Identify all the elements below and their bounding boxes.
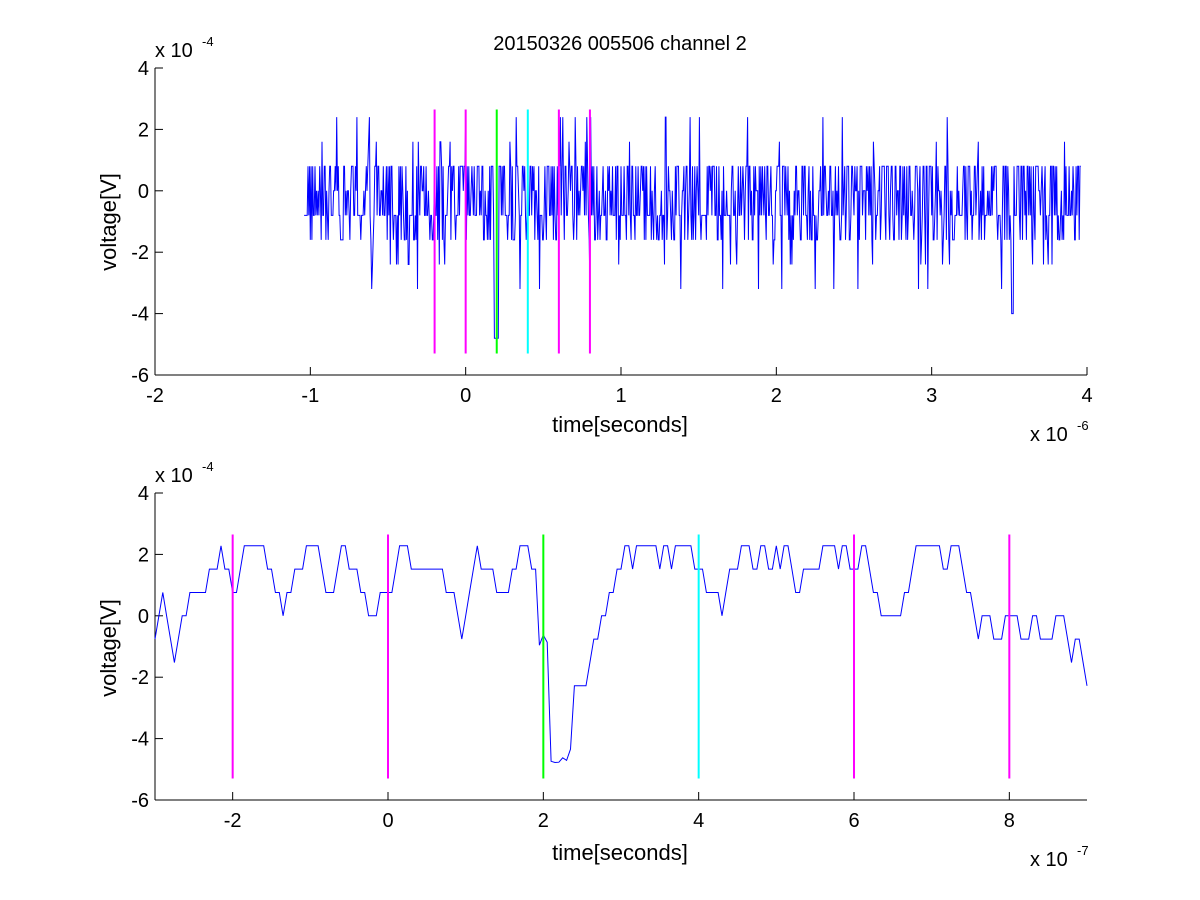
bottom-x-axis-label: time[seconds] xyxy=(552,840,688,865)
bottom-y-exponent-base: x 10 xyxy=(155,465,193,487)
bottom-subplot: -2 0 2 4 6 8 -6 -4 -2 0 2 4 x 10 -4 x 10 -7 time[se… xyxy=(96,459,1089,871)
bottom-y-tick-label: -6 xyxy=(131,790,149,812)
top-y-tick-label: -2 xyxy=(131,242,149,264)
bottom-y-tick-label: -4 xyxy=(131,729,149,751)
top-y-tick-label: -6 xyxy=(131,365,149,387)
top-x-tick-label: 1 xyxy=(615,385,626,407)
bottom-x-tick-label: 2 xyxy=(538,810,549,832)
figure-title: 20150326 005506 channel 2 xyxy=(493,33,747,55)
top-x-tick-label: 2 xyxy=(771,385,782,407)
top-x-tick-label: 3 xyxy=(926,385,937,407)
bottom-y-tick-label: 4 xyxy=(138,483,149,505)
top-signal-line xyxy=(304,116,1081,339)
top-y-exponent-power: -4 xyxy=(202,34,214,49)
top-x-axis-label: time[seconds] xyxy=(552,412,688,437)
bottom-y-exponent-power: -4 xyxy=(202,459,214,474)
top-y-tick-label: -4 xyxy=(131,304,149,326)
bottom-plot-area: -2 0 2 4 6 8 -6 -4 -2 0 2 4 xyxy=(131,483,1088,832)
top-x-tick-label: 4 xyxy=(1081,385,1092,407)
bottom-x-exponent-power: -7 xyxy=(1077,843,1089,858)
top-y-axis-label: voltage[V] xyxy=(96,173,121,271)
top-x-tick-label: -1 xyxy=(301,385,319,407)
top-y-tick-label: 4 xyxy=(138,58,149,80)
top-x-tick-label: -2 xyxy=(146,385,164,407)
bottom-x-exponent-base: x 10 xyxy=(1030,849,1068,871)
bottom-y-tick-label: 2 xyxy=(138,544,149,566)
top-x-tick-label: 0 xyxy=(460,385,471,407)
bottom-signal-line xyxy=(154,545,1088,764)
bottom-y-axis-label: voltage[V] xyxy=(96,599,121,697)
bottom-x-tick-label: 6 xyxy=(848,810,859,832)
bottom-y-tick-label: -2 xyxy=(131,667,149,689)
top-subplot: -2 -1 0 1 2 3 4 -6 -4 -2 0 2 4 x 10 -4 x 10 -6 time[… xyxy=(96,34,1093,446)
bottom-x-tick-label: 4 xyxy=(693,810,704,832)
top-y-tick-label: 2 xyxy=(138,119,149,141)
bottom-x-tick-label: 8 xyxy=(1004,810,1015,832)
bottom-x-tick-label: 0 xyxy=(382,810,393,832)
top-y-tick-label: 0 xyxy=(138,181,149,203)
top-y-exponent-base: x 10 xyxy=(155,40,193,62)
top-x-exponent-base: x 10 xyxy=(1030,424,1068,446)
top-x-exponent-power: -6 xyxy=(1077,418,1089,433)
bottom-y-tick-label: 0 xyxy=(138,606,149,628)
top-plot-area: -2 -1 0 1 2 3 4 -6 -4 -2 0 2 4 xyxy=(131,58,1092,407)
bottom-x-tick-label: -2 xyxy=(224,810,242,832)
